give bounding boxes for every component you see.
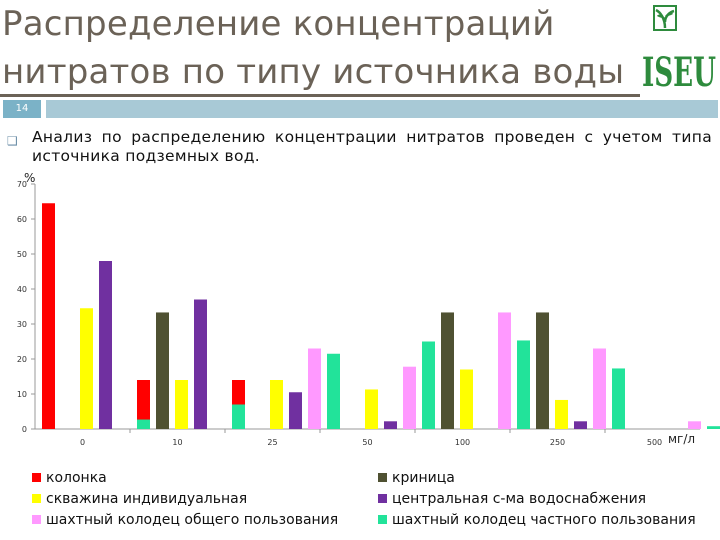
legend-swatch <box>32 473 41 482</box>
y-tick-label: 30 <box>17 320 27 329</box>
chart-legend: колонка криница скважина индивидуальная цен… <box>0 468 720 540</box>
bar <box>99 261 112 429</box>
bar <box>574 421 587 429</box>
bar <box>612 368 625 429</box>
legend-label: центральная с-ма водоснабжения <box>392 491 647 507</box>
legend-label: шахтный колодец частного пользования <box>392 512 696 528</box>
bar <box>441 312 454 429</box>
header-band <box>46 100 718 118</box>
bar <box>707 426 720 429</box>
legend-item: центральная с-ма водоснабжения <box>378 489 646 509</box>
bar <box>175 380 188 429</box>
bar <box>156 312 169 429</box>
x-tick-label: 100 <box>455 438 470 447</box>
bar <box>137 380 150 429</box>
x-tick-label: 250 <box>550 438 565 447</box>
bar <box>517 340 530 429</box>
x-tick-label: 25 <box>267 438 277 447</box>
bar <box>365 389 378 429</box>
bar <box>308 348 321 429</box>
bar <box>403 366 416 429</box>
bullet-square-icon: ❑ <box>7 134 18 148</box>
legend-swatch <box>378 473 387 482</box>
bar <box>593 348 606 429</box>
logo-text: ISEU <box>642 49 716 94</box>
x-tick-label: 0 <box>80 438 85 447</box>
bar <box>137 419 150 429</box>
bar <box>422 341 435 429</box>
bar <box>327 353 340 429</box>
bar <box>555 399 568 429</box>
y-tick-label: 0 <box>22 425 27 434</box>
bar <box>688 421 701 429</box>
y-tick-label: 60 <box>17 215 27 224</box>
legend-item: скважина индивидуальная <box>32 489 247 509</box>
legend-label: скважина индивидуальная <box>46 491 248 507</box>
y-tick-label: 40 <box>17 285 27 294</box>
bar <box>460 369 473 429</box>
bar <box>289 392 302 429</box>
bar <box>194 299 207 429</box>
legend-swatch <box>32 515 41 524</box>
legend-label: криница <box>392 470 455 486</box>
iseu-logo-icon: ISEU <box>642 5 716 94</box>
legend-item: шахтный колодец частного пользования <box>378 510 696 530</box>
y-unit-label: % <box>24 171 35 185</box>
nitrate-bar-chart: 0 10 20 30 40 50 60 70% мг/л 0 10 25 50 100 250 500 <box>17 171 720 447</box>
legend-swatch <box>378 494 387 503</box>
x-unit-label: мг/л <box>668 432 695 446</box>
legend-swatch <box>32 494 41 503</box>
x-tick-label: 50 <box>362 438 372 447</box>
title-underline <box>0 94 640 97</box>
slide-title: Распределение концентраций нитратов по т… <box>2 4 625 92</box>
y-tick-label: 20 <box>17 355 27 364</box>
x-tick-label: 500 <box>647 438 662 447</box>
legend-item: шахтный колодец общего пользования <box>32 510 338 530</box>
bar <box>498 312 511 429</box>
bar <box>384 421 397 429</box>
legend-item: колонка <box>32 468 107 488</box>
bar <box>42 203 55 429</box>
bar <box>536 312 549 429</box>
legend-label: шахтный колодец общего пользования <box>46 512 339 528</box>
x-tick-label: 10 <box>172 438 182 447</box>
slide-number-badge: 14 <box>3 100 41 118</box>
y-tick-label: 10 <box>17 390 27 399</box>
legend-label: колонка <box>46 470 107 486</box>
y-tick-label: 50 <box>17 250 27 259</box>
bar <box>232 404 245 429</box>
y-tick-label: 70 <box>17 180 27 189</box>
legend-item: криница <box>378 468 455 488</box>
bar <box>80 308 93 429</box>
bar <box>270 380 283 429</box>
bullet-text: Анализ по распределению концентрации нит… <box>32 128 712 165</box>
legend-swatch <box>378 515 387 524</box>
